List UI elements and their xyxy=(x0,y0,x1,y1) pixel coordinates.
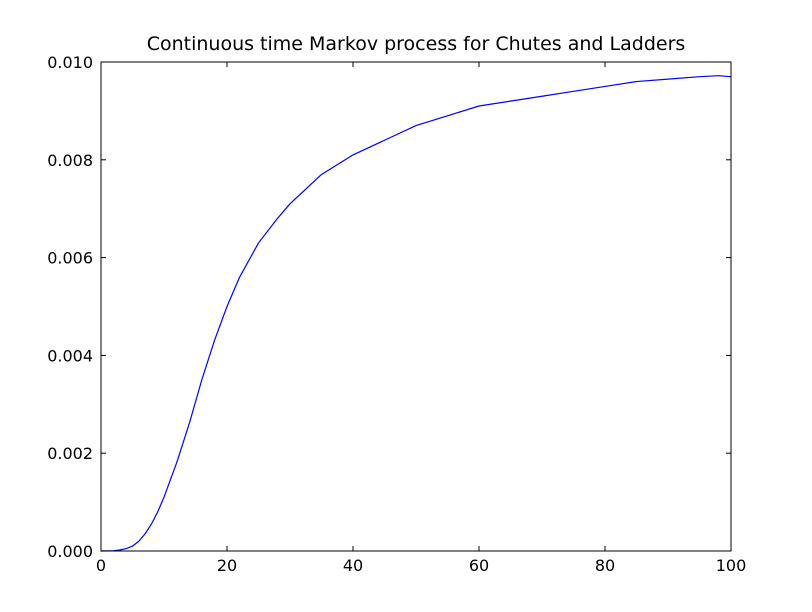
chart-title: Continuous time Markov process for Chute… xyxy=(147,33,686,55)
y-tick-label: 0.004 xyxy=(47,346,93,365)
x-tick-label: 40 xyxy=(343,556,363,575)
x-tick-label: 0 xyxy=(96,556,106,575)
y-tick-label: 0.000 xyxy=(47,542,93,561)
series-line-0 xyxy=(100,75,732,552)
axes-frame xyxy=(100,61,732,552)
y-tick-label: 0.008 xyxy=(47,151,93,170)
x-tick-label: 80 xyxy=(595,556,615,575)
y-tick-label: 0.006 xyxy=(47,249,93,268)
y-tick-label: 0.010 xyxy=(47,53,93,72)
y-tick-label: 0.002 xyxy=(47,444,93,463)
x-tick-label: 100 xyxy=(716,556,747,575)
x-tick-label: 60 xyxy=(469,556,489,575)
plot-area: 0 20 40 60 80 100 0.000 0.002 0.004 0.006 0.008 0.0… xyxy=(47,53,746,575)
x-tick-label: 20 xyxy=(217,556,237,575)
